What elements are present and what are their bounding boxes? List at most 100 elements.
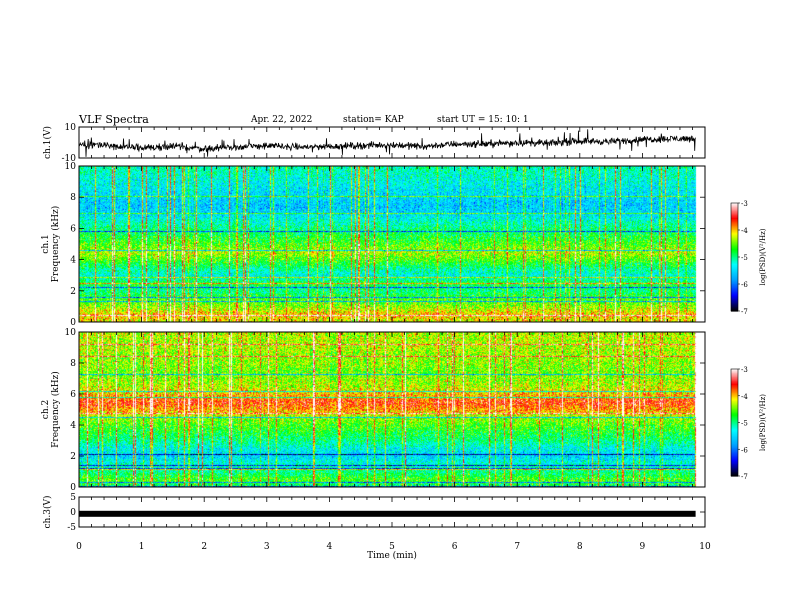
ch1-colorbar-segment xyxy=(731,289,738,292)
ch2-colorbar-segment xyxy=(731,393,738,396)
ch1-colorbar-tick-label: -4 xyxy=(741,227,748,235)
station-label: station= KAP xyxy=(343,115,404,125)
ch1-colorbar-segment xyxy=(731,301,738,304)
ch2-colorbar-segment xyxy=(731,402,738,405)
ch1-colorbar-segment xyxy=(731,212,738,215)
ch2-colorbar-segment xyxy=(731,454,738,457)
ch1-colorbar-segment xyxy=(731,254,738,257)
ch2-colorbar-segment xyxy=(731,385,738,387)
ch1-colorbar-segment xyxy=(731,219,738,222)
y-tick-label: 4 xyxy=(70,421,76,431)
y-tick-label: 0 xyxy=(70,483,76,493)
ch1-waveform-line xyxy=(78,129,696,157)
ch2-colorbar-segment xyxy=(731,473,738,476)
x-tick-label: 5 xyxy=(389,542,395,552)
ch2-colorbar-segment xyxy=(731,382,738,385)
y-tick-label: 0 xyxy=(70,318,76,328)
ch2-colorbar-segment xyxy=(731,427,738,430)
ch2-colorbar-segment xyxy=(731,401,738,404)
ch1-colorbar-segment xyxy=(731,208,738,211)
ch1-colorbar-segment xyxy=(731,236,738,239)
ch1-spectrogram-image xyxy=(79,166,705,322)
ch1-colorbar-segment xyxy=(731,211,738,214)
ch1-colorbar-segment xyxy=(731,255,738,258)
ch2-colorbar-segment xyxy=(731,421,738,424)
ch1-colorbar-segment xyxy=(731,288,738,290)
y-tick-label: 10 xyxy=(65,328,77,338)
ch2-colorbar-segment xyxy=(731,430,738,433)
ch1-colorbar-segment xyxy=(731,277,738,280)
x-tick-label: 4 xyxy=(327,542,333,552)
ch2-colorbar-tick-label: -5 xyxy=(741,420,748,428)
ch2-colorbar-segment xyxy=(731,381,738,383)
ch2-colorbar-segment xyxy=(731,399,738,402)
y-tick-label: -10 xyxy=(62,154,77,164)
ch1-colorbar-segment xyxy=(731,247,738,250)
ch1-colorbar-segment xyxy=(731,238,738,241)
ch2-colorbar-tick-label: -7 xyxy=(741,473,748,481)
ch2-colorbar-segment xyxy=(731,383,738,386)
y-tick-label: 6 xyxy=(70,224,76,234)
ch1-colorbar-segment xyxy=(731,267,738,270)
ch1-colorbar-segment xyxy=(731,244,738,247)
ch1-colorbar-segment xyxy=(731,308,738,311)
ch1-colorbar-segment xyxy=(731,234,738,236)
ch1-colorbar-segment xyxy=(731,282,738,285)
ch1-colorbar-tick-label: -7 xyxy=(741,308,748,316)
x-tick-label: 9 xyxy=(640,542,646,552)
ch2-colorbar-segment xyxy=(731,461,738,464)
ch2-colorbar-segment xyxy=(731,441,738,444)
start-time-label: start UT = 15: 10: 1 xyxy=(437,115,529,125)
ch1-colorbar-segment xyxy=(731,265,738,268)
ch1-colorbar-segment xyxy=(731,278,738,281)
ch1-colorbar-segment xyxy=(731,248,738,251)
y-tick-label: 10 xyxy=(65,162,77,172)
ch2-colorbar-segment xyxy=(731,446,738,449)
y-tick-label: 8 xyxy=(70,359,76,369)
ch2-colorbar-segment xyxy=(731,373,738,375)
ch1-colorbar-segment xyxy=(731,204,738,207)
ch2-colorbar-segment xyxy=(731,451,738,454)
ch2-colorbar-segment xyxy=(731,413,738,416)
ch2-colorbar-segment xyxy=(731,419,738,422)
ch1-colorbar-segment xyxy=(731,235,738,238)
ch2-colorbar-segment xyxy=(731,437,738,440)
ch2-colorbar-segment xyxy=(731,457,738,460)
y-tick-label: 2 xyxy=(70,287,76,297)
y-tick-label: 10 xyxy=(65,123,77,133)
x-tick-label: 8 xyxy=(577,542,583,552)
ch2-colorbar-segment xyxy=(731,387,738,390)
ch1-colorbar-segment xyxy=(731,281,738,284)
ch1-colorbar-segment xyxy=(731,213,738,216)
ch1-colorbar-segment xyxy=(731,285,738,288)
ch2-colorbar-segment xyxy=(731,458,738,461)
ch2-colorbar-segment xyxy=(731,425,738,428)
ch1-colorbar-segment xyxy=(731,252,738,255)
ch1-colorbar-segment xyxy=(731,230,738,232)
ch2-colorbar-segment xyxy=(731,442,738,445)
ch1-colorbar-segment xyxy=(731,232,738,235)
ch1-colorbar-segment xyxy=(731,271,738,274)
ch2-colorbar-segment xyxy=(731,471,738,474)
ch1-colorbar-segment xyxy=(731,240,738,243)
ch2-colorbar-segment xyxy=(731,406,738,409)
ch2-colorbar-segment xyxy=(731,438,738,441)
ch2-colorbar-segment xyxy=(731,417,738,420)
y-axis-label: ch.1(V) xyxy=(42,126,53,159)
date-label: Apr. 22, 2022 xyxy=(251,115,313,125)
ch1-colorbar-segment xyxy=(731,263,738,266)
y-axis-label: Frequency (kHz) xyxy=(50,206,61,283)
ch2-colorbar-segment xyxy=(731,467,738,470)
ch1-colorbar-segment xyxy=(731,231,738,234)
x-tick-label: 0 xyxy=(76,542,82,552)
ch2-colorbar-segment xyxy=(731,435,738,438)
ch1-colorbar-segment xyxy=(731,274,738,277)
ch1-colorbar-segment xyxy=(731,275,738,278)
ch1-colorbar-segment xyxy=(731,215,738,218)
ch1-colorbar-segment xyxy=(731,297,738,300)
ch2-colorbar-segment xyxy=(731,466,738,469)
ch2-colorbar-segment xyxy=(731,411,738,414)
ch1-colorbar-segment xyxy=(731,207,738,209)
ch1-colorbar-tick-label: -6 xyxy=(741,281,748,289)
